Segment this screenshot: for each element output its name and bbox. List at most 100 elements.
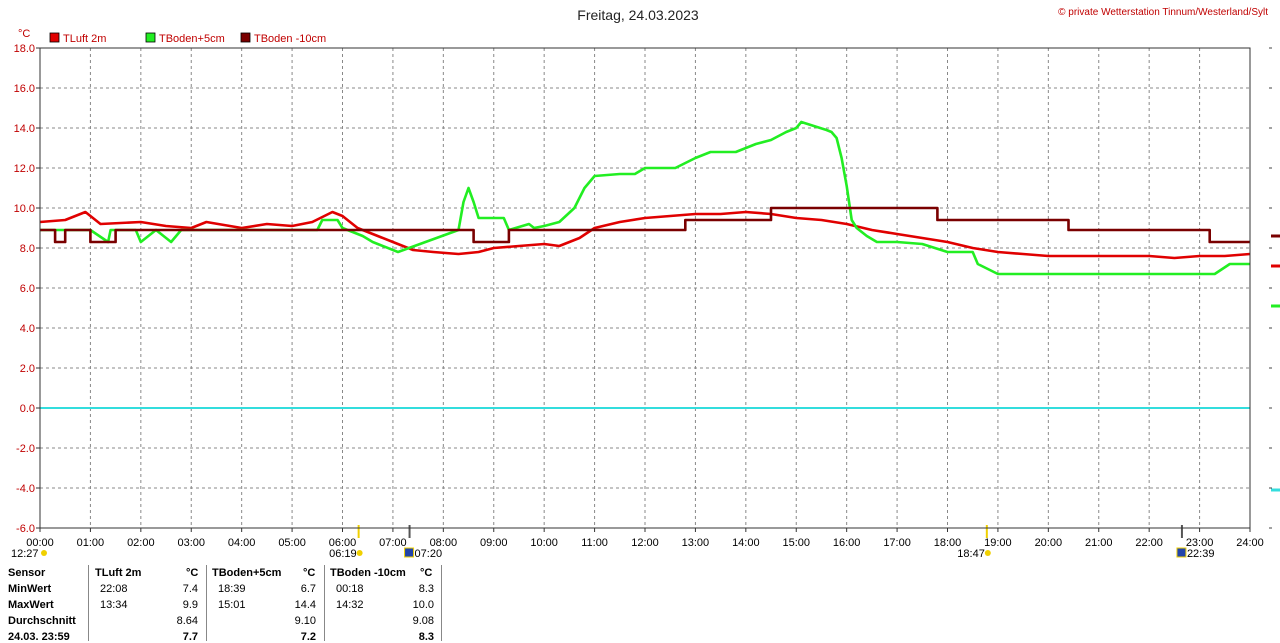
moonrise-icon [404, 547, 415, 558]
sunrise-time: 06:19 [329, 548, 357, 560]
stats-tb10-value: 10.0 [412, 599, 434, 611]
moon-left-icon [41, 550, 47, 556]
x-tick-label: 19:00 [984, 537, 1012, 549]
x-tick-label: 10:00 [530, 537, 558, 549]
legend: TLuft 2m TBoden+5cm TBoden -10cm [49, 32, 326, 45]
legend-swatch [240, 32, 251, 43]
series-lines [39, 120, 1251, 409]
stats-header-tluft: TLuft 2m [95, 567, 142, 579]
x-tick-label: 02:00 [127, 537, 155, 549]
x-tick-label: 12:00 [631, 537, 659, 549]
x-tick-label: 03:00 [177, 537, 205, 549]
stats-tluft-value: 7.4 [182, 583, 198, 595]
x-tick-label: 16:00 [833, 537, 861, 549]
stats-tb10-value: 9.08 [412, 615, 434, 627]
stats-tluft-value: 8.64 [176, 615, 198, 627]
stats-header-tb5: TBoden+5cm [212, 567, 282, 579]
x-tick-label: 13:00 [682, 537, 710, 549]
y-axis-labels: 18.0 16.0 14.0 12.0 10.0 8.0 6.0 4.0 2.0 0.0 -2.0 -… [14, 43, 35, 535]
x-axis-labels: 00:00 01:00 02:00 03:00 04:00 05:00 06:00 07:00… [26, 537, 1264, 549]
stats-tb5-value: 9.10 [294, 615, 316, 627]
plot-frame [39, 47, 1251, 529]
stats-tb5-time: 15:01 [218, 599, 246, 611]
x-tick-label: 06:00 [329, 537, 357, 549]
x-tick-label: 04:00 [228, 537, 256, 549]
y-unit-label: °C [18, 28, 30, 40]
y-tick-label: 6.0 [20, 283, 35, 295]
stats-header-sensor: Sensor [8, 567, 46, 579]
moonset-time: 22:39 [1187, 548, 1215, 560]
sun-moon-markers: 06:19 07:20 18:47 22:39 12:27 [11, 525, 1214, 560]
y-tick-label: 4.0 [20, 323, 35, 335]
series-line-tboden-10cm [40, 206, 1250, 244]
stats-tb10-time: 00:18 [336, 583, 364, 595]
right-axis-marks [1269, 47, 1280, 529]
copyright-notice: © private Wetterstation Tinnum/Westerlan… [1058, 7, 1268, 18]
x-tick-label: 00:00 [26, 537, 54, 549]
legend-swatch [145, 32, 156, 43]
x-tick-label: 14:00 [732, 537, 760, 549]
legend-item: TBoden -10cm [240, 32, 326, 45]
sunset-icon [984, 550, 991, 556]
stats-row-label: MinWert [8, 583, 52, 595]
x-tick-label: 11:00 [581, 537, 608, 549]
statistics-table: Sensor TLuft 2m °C TBoden+5cm °C TBoden … [0, 565, 442, 643]
series-line-tluft-2m [39, 210, 1251, 260]
y-tick-label: 0.0 [20, 403, 35, 415]
y-tick-label: -4.0 [16, 483, 35, 495]
sunset-time: 18:47 [957, 548, 985, 560]
moon-left-time: 12:27 [11, 548, 39, 560]
legend-label: TBoden+5cm [159, 33, 225, 45]
legend-label: TLuft 2m [63, 33, 106, 45]
y-tick-label: 10.0 [14, 203, 35, 215]
chart-canvas: Freitag, 24.03.2023 © private Wetterstat… [11, 7, 1280, 560]
stats-tluft-value: 7.7 [182, 631, 198, 643]
stats-row-label: 24.03. 23:59 [8, 631, 70, 643]
x-tick-label: 18:00 [934, 537, 962, 549]
x-tick-label: 17:00 [883, 537, 911, 549]
x-tick-label: 20:00 [1035, 537, 1063, 549]
chart-title: Freitag, 24.03.2023 [577, 7, 699, 23]
x-tick-label: 08:00 [430, 537, 458, 549]
y-tick-label: -2.0 [16, 443, 35, 455]
stats-tb5-time: 18:39 [218, 583, 246, 595]
grid [36, 47, 1251, 532]
stats-divider [206, 565, 207, 641]
y-tick-label: 2.0 [20, 363, 35, 375]
x-tick-label: 23:00 [1186, 537, 1214, 549]
legend-swatch [49, 32, 60, 43]
stats-tb5-value: 14.4 [294, 599, 316, 611]
y-tick-label: 8.0 [20, 243, 35, 255]
legend-item: TLuft 2m [49, 32, 106, 45]
stats-tb10-value: 8.3 [418, 631, 434, 643]
stats-divider [324, 565, 325, 641]
stats-tb10-time: 14:32 [336, 599, 364, 611]
stats-tb10-value: 8.3 [418, 583, 434, 595]
stats-header-tb10: TBoden -10cm [330, 567, 406, 579]
y-tick-label: 16.0 [14, 83, 35, 95]
stats-header-tb10-unit: °C [420, 567, 433, 579]
stats-tb5-value: 6.7 [300, 583, 316, 595]
x-tick-label: 09:00 [480, 537, 508, 549]
legend-item: TBoden+5cm [145, 32, 225, 45]
x-tick-label: 01:00 [77, 537, 105, 549]
legend-label: TBoden -10cm [254, 33, 326, 45]
y-tick-label: 12.0 [14, 163, 35, 175]
x-tick-label: 05:00 [278, 537, 306, 549]
stats-divider [441, 565, 442, 641]
y-tick-label: 14.0 [14, 123, 35, 135]
stats-row-label: Durchschnitt [8, 615, 76, 627]
stats-tluft-value: 9.9 [182, 599, 198, 611]
stats-tb5-value: 7.2 [300, 631, 316, 643]
moonrise-time: 07:20 [415, 548, 443, 560]
stats-tluft-time: 13:34 [100, 599, 128, 611]
stats-divider [88, 565, 89, 641]
y-tick-label: 18.0 [14, 43, 35, 55]
stats-header-tb5-unit: °C [303, 567, 316, 579]
sunrise-icon [356, 550, 363, 556]
x-tick-label: 07:00 [379, 537, 407, 549]
stats-row-label: MaxWert [8, 599, 54, 611]
x-tick-label: 24:00 [1236, 537, 1264, 549]
stats-header-tluft-unit: °C [186, 567, 199, 579]
stats-tluft-time: 22:08 [100, 583, 128, 595]
